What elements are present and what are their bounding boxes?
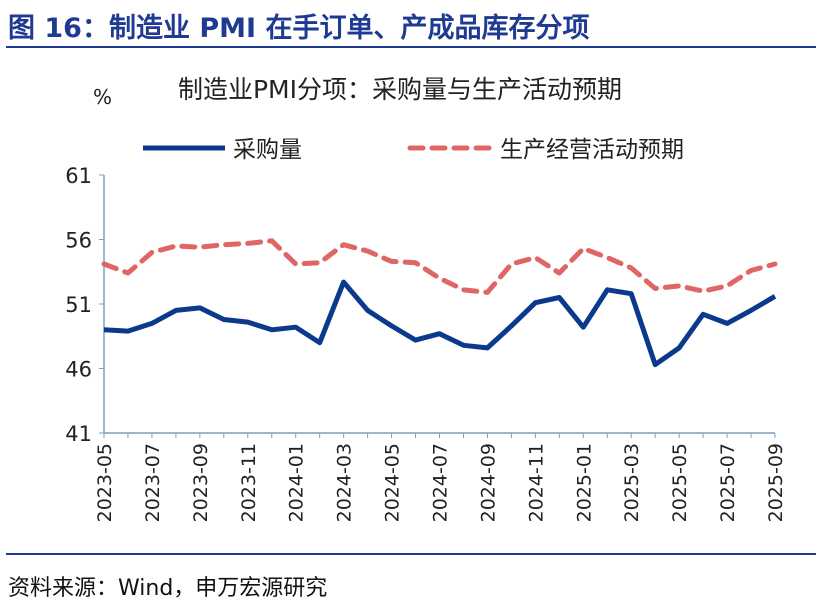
x-tick-label: 2023-05: [94, 443, 116, 522]
figure-title: 图 16：制造业 PMI 在手订单、产成品库存分项: [8, 13, 590, 44]
source-note: 资料来源：Wind，申万宏源研究: [8, 576, 328, 601]
x-tick-label: 2023-09: [190, 443, 212, 522]
x-tick-label: 2024-09: [477, 443, 499, 522]
x-tick-label: 2023-11: [238, 443, 260, 522]
axes: 41 46 51 56 61 2023-05 2023-07 2023-09 2023-11 20…: [65, 164, 787, 522]
series-lines: [101, 238, 778, 368]
line-chart: 制造业PMI分项：采购量与生产活动预期 % 采购量 生产经营活动预期 41 46 51…: [65, 75, 787, 522]
x-tick-label: 2024-05: [382, 443, 404, 522]
x-tick-label: 2025-07: [717, 443, 739, 522]
x-tick-label: 2023-07: [142, 443, 164, 522]
series-line-0: [103, 279, 777, 368]
x-tick-label: 2025-01: [573, 443, 595, 522]
x-tick-label: 2025-03: [621, 443, 643, 522]
source-divider: [6, 553, 816, 555]
y-tick-label: 41: [65, 422, 92, 446]
x-tick-label: 2025-09: [765, 443, 787, 522]
y-tick-label: 51: [65, 293, 92, 317]
legend-label-0: 采购量: [233, 137, 302, 163]
legend: 采购量 生产经营活动预期: [143, 137, 684, 163]
series-line-1: [101, 238, 778, 295]
title-divider: [6, 46, 816, 48]
y-tick-label: 56: [65, 229, 92, 253]
x-tick-label: 2024-03: [334, 443, 356, 522]
x-tick-label: 2024-01: [286, 443, 308, 522]
y-tick-label: 46: [65, 358, 92, 382]
x-tick-label: 2024-11: [525, 443, 547, 522]
y-tick-label: 61: [65, 164, 92, 188]
y-unit-label: %: [93, 85, 112, 109]
x-tick-label: 2025-05: [669, 443, 691, 522]
legend-label-1: 生产经营活动预期: [500, 137, 684, 163]
chart-title: 制造业PMI分项：采购量与生产活动预期: [178, 75, 622, 104]
x-tick-label: 2024-07: [430, 443, 452, 522]
